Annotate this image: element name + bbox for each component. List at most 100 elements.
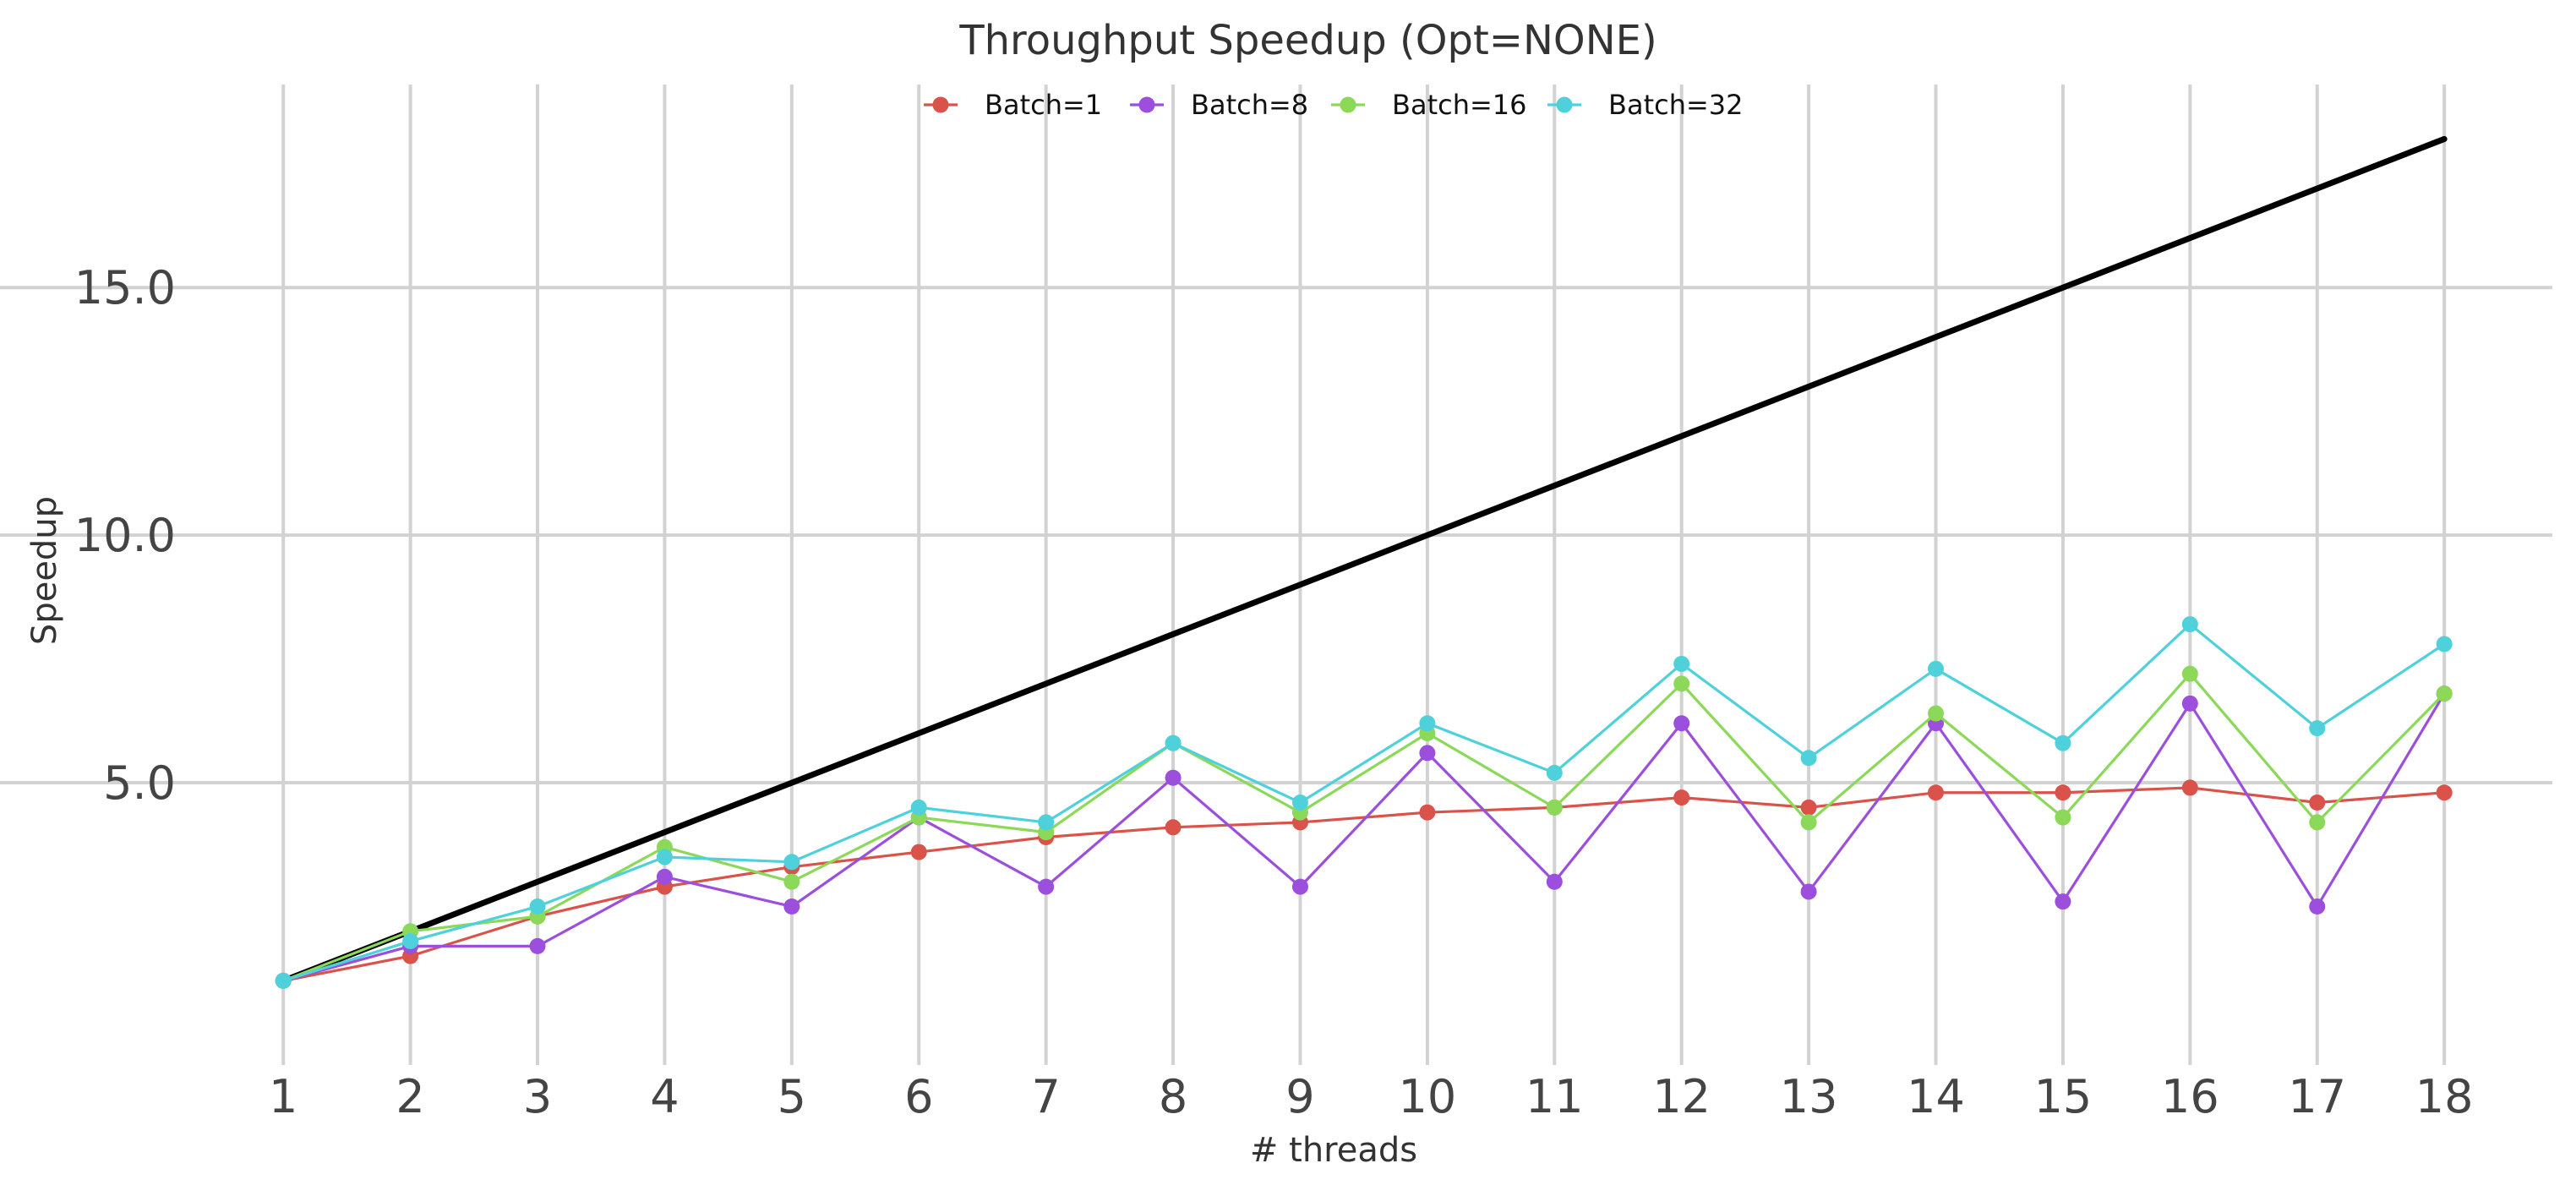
- data-point: [2436, 636, 2453, 653]
- data-point: [2181, 695, 2198, 712]
- y-tick-label: 10.0: [74, 509, 176, 562]
- x-axis-label: # threads: [1250, 1131, 1417, 1170]
- data-point: [1673, 655, 1690, 672]
- data-point: [1165, 769, 1182, 786]
- series-batch-8: [275, 685, 2453, 989]
- data-point: [1419, 745, 1436, 762]
- data-point: [656, 849, 673, 866]
- chart-title: Throughput Speedup (Opt=NONE): [958, 17, 1656, 64]
- data-point: [783, 854, 800, 871]
- data-point: [2309, 814, 2326, 831]
- data-point: [1928, 660, 1945, 677]
- x-tick-label: 10: [1399, 1070, 1457, 1123]
- legend-swatch-marker: [1138, 96, 1155, 113]
- x-tick-label: 5: [778, 1070, 806, 1123]
- series-line: [282, 786, 2445, 982]
- data-point: [1038, 814, 1055, 831]
- legend-swatch-marker: [1340, 96, 1356, 113]
- series-batch-32: [275, 616, 2453, 989]
- x-tick-label: 14: [1907, 1070, 1965, 1123]
- series-batch-1: [275, 779, 2453, 989]
- x-tick-label: 7: [1031, 1070, 1060, 1123]
- legend-item: Batch=32: [1547, 89, 1744, 121]
- y-tick-label: 15.0: [74, 261, 176, 314]
- data-point: [1165, 819, 1182, 836]
- x-tick-label: 17: [2288, 1070, 2346, 1123]
- grid-layer: [0, 85, 2552, 1065]
- data-point: [910, 844, 927, 860]
- ideal-speedup-line: [280, 135, 2448, 984]
- data-point: [1673, 675, 1690, 692]
- legend-item: Batch=1: [924, 89, 1102, 121]
- x-tick-label: 1: [269, 1070, 297, 1123]
- data-point: [910, 799, 927, 816]
- series-line: [282, 622, 2446, 982]
- legend-label: Batch=16: [1392, 89, 1527, 121]
- x-tick-label: 15: [2034, 1070, 2093, 1123]
- x-tick-label: 16: [2161, 1070, 2219, 1123]
- x-tick-label: 8: [1159, 1070, 1187, 1123]
- x-tick-label: 3: [523, 1070, 552, 1123]
- data-point: [1419, 715, 1436, 732]
- data-point: [1291, 878, 1308, 895]
- data-point: [2181, 665, 2198, 682]
- x-tick-label: 13: [1780, 1070, 1838, 1123]
- data-point: [1291, 794, 1308, 811]
- data-point: [2436, 685, 2453, 702]
- data-point: [1673, 789, 1690, 806]
- data-point: [2055, 784, 2071, 801]
- data-point: [1928, 784, 1945, 801]
- data-point: [1800, 883, 1817, 900]
- x-tick-label: 9: [1285, 1070, 1314, 1123]
- data-point: [2436, 784, 2453, 801]
- series-batch-16: [275, 665, 2453, 989]
- data-point: [275, 972, 292, 989]
- legend: Batch=1 Batch=8 Batch=16 Batch=32: [924, 89, 1744, 121]
- data-point: [1928, 705, 1945, 722]
- data-point: [1800, 799, 1817, 816]
- legend-label: Batch=1: [985, 89, 1102, 121]
- data-point: [2181, 779, 2198, 796]
- x-tick-label: 11: [1525, 1070, 1584, 1123]
- series-line: [282, 692, 2446, 982]
- data-point: [2309, 794, 2326, 811]
- y-tick-label: 5.0: [103, 756, 176, 810]
- data-point: [2055, 809, 2071, 826]
- data-point: [783, 898, 800, 915]
- data-point: [1800, 814, 1817, 831]
- x-tick-label: 18: [2415, 1070, 2474, 1123]
- ideal-layer: [280, 135, 2448, 984]
- data-point: [2309, 720, 2326, 737]
- x-tick-label: 4: [650, 1070, 679, 1123]
- x-tick-label: 12: [1652, 1070, 1711, 1123]
- data-point: [529, 937, 546, 954]
- data-point: [2055, 735, 2071, 751]
- tick-layer: 5.010.015.01 2 3 4 5 6 7 8 9 10 11 12 13 14 15 16 17 18: [74, 261, 2474, 1123]
- data-point: [2055, 893, 2071, 910]
- data-point: [529, 898, 546, 915]
- series-line: [282, 672, 2446, 982]
- legend-swatch-marker: [1556, 96, 1573, 113]
- data-point: [402, 933, 419, 950]
- data-point: [2309, 898, 2326, 915]
- legend-swatch-marker: [932, 96, 949, 113]
- series-layer: [275, 616, 2453, 989]
- data-point: [1038, 878, 1055, 895]
- legend-item: Batch=8: [1130, 89, 1308, 121]
- data-point: [1546, 799, 1563, 816]
- x-tick-label: 6: [904, 1070, 933, 1123]
- data-point: [2181, 616, 2198, 633]
- data-point: [783, 873, 800, 890]
- data-point: [1419, 804, 1436, 821]
- data-point: [1165, 735, 1182, 751]
- legend-label: Batch=32: [1608, 89, 1744, 121]
- data-point: [1546, 873, 1563, 890]
- data-point: [656, 868, 673, 885]
- x-tick-label: 2: [396, 1070, 424, 1123]
- legend-item: Batch=16: [1331, 89, 1527, 121]
- data-point: [1546, 764, 1563, 781]
- data-point: [1673, 715, 1690, 732]
- data-point: [1800, 750, 1817, 767]
